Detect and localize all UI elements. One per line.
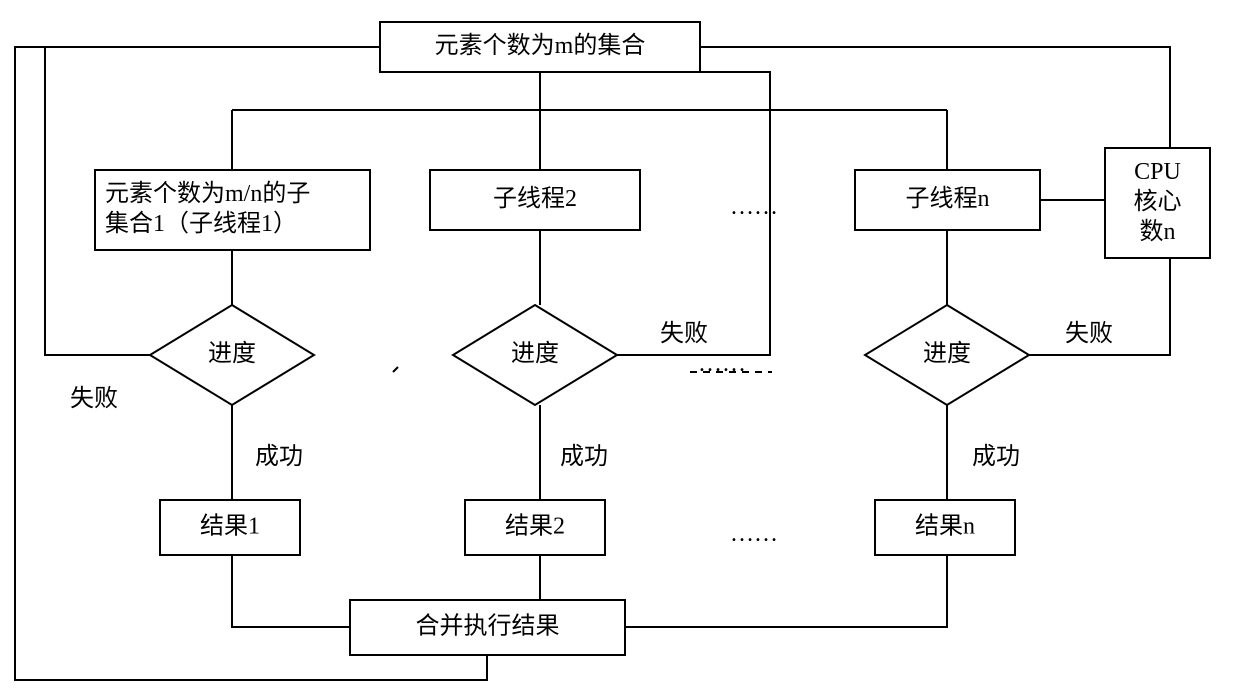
node-dots1: …… xyxy=(730,194,778,220)
node-dots3: …… xyxy=(730,521,778,547)
node-top: 元素个数为m的集合 xyxy=(380,22,700,72)
node-r1: 结果1 xyxy=(160,500,300,555)
svg-text:失败: 失败 xyxy=(660,320,708,347)
node-fail1: 失败 xyxy=(70,385,118,412)
node-r2: 结果2 xyxy=(465,500,605,555)
edge-14 xyxy=(232,555,350,627)
svg-text:合并执行结果: 合并执行结果 xyxy=(416,612,560,639)
node-ok1: 成功 xyxy=(255,443,303,470)
node-sub2: 子线程2 xyxy=(430,170,640,230)
node-sub1: 元素个数为m/n的子集合1（子线程1） xyxy=(95,170,370,250)
node-cpu: CPU核心数n xyxy=(1105,148,1210,258)
node-okn: 成功 xyxy=(972,443,1020,470)
svg-text:子线程2: 子线程2 xyxy=(493,185,577,212)
node-merge: 合并执行结果 xyxy=(350,600,625,655)
svg-text:CPU核心数n: CPU核心数n xyxy=(1134,159,1182,245)
svg-text:结果1: 结果1 xyxy=(200,512,260,539)
node-d1: 进度 xyxy=(150,305,314,405)
svg-text:成功: 成功 xyxy=(560,443,608,470)
node-dotsmid: …… xyxy=(698,351,746,377)
svg-text:成功: 成功 xyxy=(972,443,1020,470)
node-rn: 结果n xyxy=(875,500,1015,555)
node-subn: 子线程n xyxy=(855,170,1040,230)
node-d2: 进度 xyxy=(453,305,617,405)
svg-text:……: …… xyxy=(730,521,778,547)
svg-text:进度: 进度 xyxy=(208,340,256,367)
edge-16 xyxy=(625,555,947,627)
svg-text:元素个数为m的集合: 元素个数为m的集合 xyxy=(435,32,646,59)
svg-text:……: …… xyxy=(730,194,778,220)
svg-text:……: …… xyxy=(698,351,746,377)
flowchart-canvas: 元素个数为m的集合 CPU核心数n 元素个数为m/n的子集合1（子线程1） 子线程2 子… xyxy=(0,0,1240,694)
svg-text:结果2: 结果2 xyxy=(505,512,565,539)
edge-19 xyxy=(393,367,398,372)
node-failn: 失败 xyxy=(1065,320,1113,347)
svg-text:结果n: 结果n xyxy=(915,512,975,539)
node-ok2: 成功 xyxy=(560,443,608,470)
svg-text:成功: 成功 xyxy=(255,443,303,470)
svg-text:进度: 进度 xyxy=(923,340,971,367)
node-fail2: 失败 xyxy=(660,320,708,347)
node-dn: 进度 xyxy=(865,305,1029,405)
svg-text:失败: 失败 xyxy=(1065,320,1113,347)
svg-text:失败: 失败 xyxy=(70,385,118,412)
svg-text:进度: 进度 xyxy=(511,340,559,367)
svg-text:子线程n: 子线程n xyxy=(906,185,990,212)
